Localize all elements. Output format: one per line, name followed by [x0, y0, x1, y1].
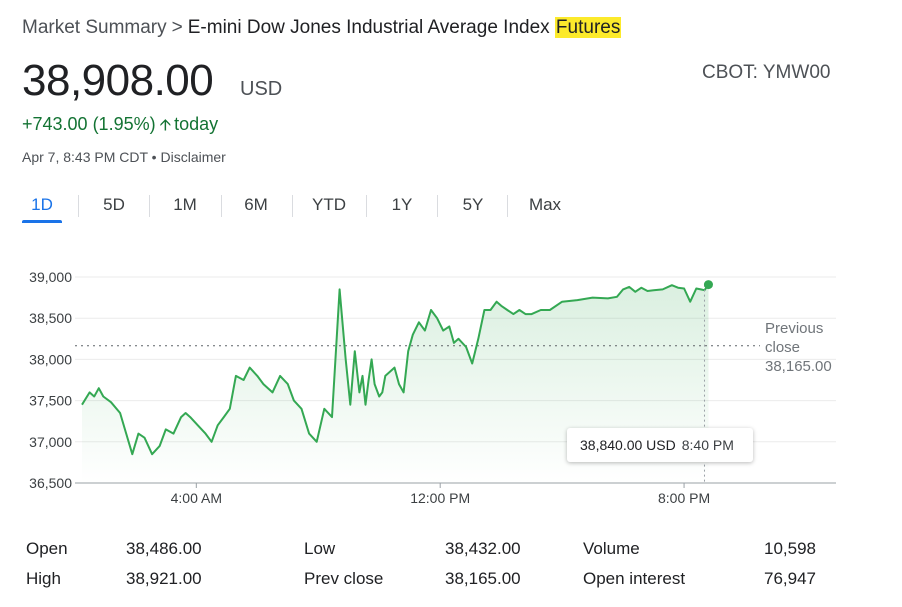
y-tick-label: 39,000 [29, 269, 72, 285]
change-value: +743.00 (1.95%) [22, 114, 156, 134]
stat-value-open: 38,486.00 [126, 539, 202, 558]
stat-value-prev-close: 38,165.00 [445, 569, 521, 588]
series-line [81, 284, 710, 456]
tooltip-value: 38,840.00 USD [580, 437, 676, 453]
stat-value-high: 38,921.00 [126, 569, 202, 588]
ticker-symbol: CBOT: YMW00 [702, 62, 831, 83]
tab-divider [437, 195, 438, 217]
y-tick-label: 38,000 [29, 351, 72, 367]
y-tick-label: 38,500 [29, 310, 72, 326]
y-tick-label: 36,500 [29, 475, 72, 491]
chart-tooltip: 38,840.00 USD 8:40 PM [567, 428, 753, 462]
stat-label-high: High [26, 569, 61, 588]
tab-6m[interactable]: 6M [244, 195, 268, 214]
tooltip-time: 8:40 PM [681, 437, 734, 453]
price-change: +743.00 (1.95%) 🡩 today [22, 114, 218, 141]
x-tick-label: 12:00 PM [410, 490, 470, 506]
stat-label-volume: Volume [583, 539, 640, 558]
tab-1d[interactable]: 1D [22, 193, 62, 223]
stat-label-open-interest: Open interest [583, 569, 686, 588]
previous-close-label: Previous [765, 320, 823, 337]
stat-label-prev-close: Prev close [304, 569, 384, 588]
breadcrumb-root-link[interactable]: Market Summary [22, 17, 167, 38]
tab-1m[interactable]: 1M [173, 195, 197, 214]
timestamp-text: Apr 7, 8:43 PM CDT [22, 149, 148, 165]
y-tick-label: 37,500 [29, 393, 72, 409]
tab-ytd[interactable]: YTD [312, 195, 346, 214]
previous-close-value: 38,165.00 [765, 358, 832, 375]
y-tick-label: 37,000 [29, 434, 72, 450]
price-currency: USD [240, 78, 283, 100]
stat-value-open-interest: 76,947 [764, 569, 816, 588]
range-tabs: 1D 5D 1M 6M YTD 1Y 5Y Max [0, 193, 902, 225]
tab-divider [221, 195, 222, 217]
y-axis-ticks: 39,000 38,500 38,000 37,500 37,000 36,500 [29, 269, 72, 491]
up-arrow-icon: 🡩 [159, 117, 172, 134]
x-tick-label: 4:00 AM [171, 490, 222, 506]
tab-divider [292, 195, 293, 217]
price-chart[interactable]: 39,000 38,500 38,000 37,500 37,000 36,500 4:0… [0, 255, 902, 515]
tab-divider [78, 195, 79, 217]
series-area-fill [82, 284, 709, 483]
breadcrumb: Market Summary > E-mini Dow Jones Industri… [22, 17, 622, 39]
disclaimer-link[interactable]: Disclaimer [160, 149, 226, 165]
stat-value-low: 38,432.00 [445, 539, 521, 558]
stat-value-volume: 10,598 [764, 539, 816, 558]
breadcrumb-separator: > [171, 17, 183, 38]
tab-1y[interactable]: 1Y [391, 195, 413, 214]
breadcrumb-highlight: Futures [554, 17, 622, 38]
x-axis-ticks: 4:00 AM 12:00 PM 8:00 PM [171, 483, 710, 506]
last-price-dot [703, 280, 713, 290]
tab-5d[interactable]: 5D [103, 195, 125, 214]
change-period: today [174, 114, 219, 134]
quote-timestamp: Apr 7, 8:43 PM CDT • Disclaimer [22, 149, 226, 165]
stat-label-low: Low [304, 539, 336, 558]
previous-close-label-2: close [765, 339, 800, 356]
tab-max[interactable]: Max [528, 195, 562, 214]
breadcrumb-current: E-mini Dow Jones Industrial Average Inde… [187, 17, 550, 38]
tab-divider [149, 195, 150, 217]
tab-divider [507, 195, 508, 217]
tab-5y[interactable]: 5Y [462, 195, 484, 214]
current-price: 38,908.00 [22, 56, 214, 105]
tab-divider [366, 195, 367, 217]
stat-label-open: Open [26, 539, 68, 558]
x-tick-label: 8:00 PM [658, 490, 710, 506]
